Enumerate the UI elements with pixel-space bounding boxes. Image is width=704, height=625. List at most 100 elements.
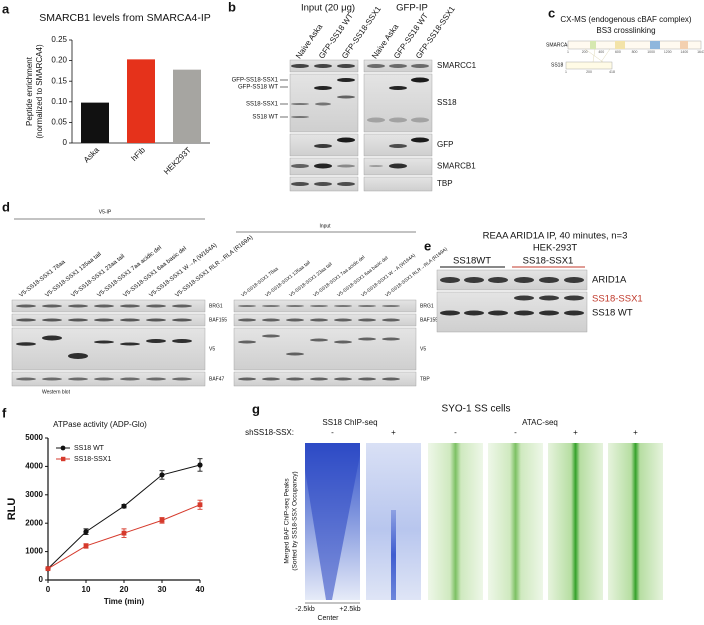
blot-strip xyxy=(363,73,433,133)
heatmap xyxy=(548,443,603,600)
blot-band xyxy=(310,318,328,322)
chart-title: ATPase activity (ADP-Glo) xyxy=(53,420,147,429)
blot-band xyxy=(334,340,352,344)
band-marker: SS18-SSX1 xyxy=(246,102,279,108)
x-tick-label: +2.5kb xyxy=(339,606,360,613)
protein-bar xyxy=(565,61,613,70)
blot-band xyxy=(314,86,332,90)
y-tick-label: 0.25 xyxy=(51,35,67,44)
blot-strip xyxy=(436,269,588,291)
residue-tick: 1 xyxy=(565,70,567,74)
residue-tick: 418 xyxy=(609,70,615,74)
blot-label: SS18 xyxy=(437,98,457,107)
panel-subtitle: HEK-293T xyxy=(533,243,578,254)
protein-domain xyxy=(615,41,625,49)
residue-tick: 1647 xyxy=(697,50,704,54)
blot-band xyxy=(488,310,508,316)
group-label: SS18-SSX1 xyxy=(523,256,574,267)
data-point xyxy=(45,566,51,572)
panel-letter: e xyxy=(424,238,431,253)
x-tick-label: 0 xyxy=(46,585,51,594)
lane-label: V5-SS18-SSX1 23aa tail xyxy=(288,261,333,298)
y-axis-label: Merged BAF ChIP-seq Peaks xyxy=(284,478,291,564)
legend-label: SS18-SSX1 xyxy=(74,456,111,463)
y-axis-label: RLU xyxy=(6,498,18,521)
y-tick-label: 0.20 xyxy=(51,56,67,65)
blot-band xyxy=(68,377,88,381)
blot-label: BAF155 xyxy=(420,317,438,323)
residue-tick: 1000 xyxy=(647,50,655,54)
blot-band xyxy=(94,318,114,322)
residue-tick: 600 xyxy=(615,50,621,54)
y-tick-label: 4000 xyxy=(25,462,43,471)
blot-band xyxy=(440,277,460,283)
x-tick-label: 20 xyxy=(120,585,129,594)
condition-label: shSS18-SSX: xyxy=(245,428,294,437)
blot-band xyxy=(411,137,429,143)
blot-label: BAF155 xyxy=(209,317,227,323)
blot-band xyxy=(262,318,280,322)
data-point xyxy=(121,530,127,536)
legend-label: SS18 WT xyxy=(74,445,105,452)
bar xyxy=(173,69,201,143)
blot-band xyxy=(291,182,309,186)
blot-label: TBP xyxy=(420,376,430,382)
y-tick-label: 2000 xyxy=(25,518,43,527)
data-point xyxy=(197,462,203,468)
blot-band xyxy=(440,310,460,316)
blot-band xyxy=(172,339,192,343)
y-tick-label: 3000 xyxy=(25,490,43,499)
blot-band xyxy=(514,310,534,316)
blot-label: V5 xyxy=(420,346,426,352)
condition-value: + xyxy=(573,428,578,437)
band-marker: SS18 WT xyxy=(252,115,278,121)
blot-band xyxy=(16,304,36,308)
panel-title: REAA ARID1A IP, 40 minutes, n=3 xyxy=(483,231,628,242)
protein-label: SS18 xyxy=(551,62,563,68)
y-tick-label: 0 xyxy=(39,575,44,584)
blot-label: TBP xyxy=(437,179,453,188)
blot-band xyxy=(42,335,62,341)
blot-label: GFP xyxy=(437,140,453,149)
blot-band xyxy=(411,77,429,83)
blot-strip xyxy=(436,291,588,333)
blot-band xyxy=(286,305,304,307)
group-label: SS18WT xyxy=(453,256,491,267)
residue-tick: 1400 xyxy=(680,50,688,54)
condition-value: - xyxy=(331,428,334,437)
y-tick-label: 0.05 xyxy=(51,118,67,127)
heatmap xyxy=(488,443,543,600)
blot-band xyxy=(464,277,484,283)
blot-header: V5-IP xyxy=(99,209,112,215)
blot-band xyxy=(314,182,332,186)
blot-header: Input xyxy=(319,223,331,229)
x-tick-label: 10 xyxy=(82,585,91,594)
blot-band xyxy=(291,103,309,105)
x-axis-label: Time (min) xyxy=(104,597,145,606)
protein-domain xyxy=(680,41,688,49)
residue-tick: 400 xyxy=(598,50,604,54)
protein-domain xyxy=(590,41,596,49)
blot-band xyxy=(262,377,280,381)
blot-strip xyxy=(363,176,433,192)
data-point xyxy=(121,503,127,509)
blot-band xyxy=(172,377,192,381)
blot-band xyxy=(172,304,192,308)
blot-label: BRG1 xyxy=(420,303,434,309)
blot-band xyxy=(314,64,332,68)
blot-label: SMARCB1 xyxy=(437,162,476,171)
heatmap-signal xyxy=(305,443,360,600)
residue-tick: 200 xyxy=(586,70,592,74)
blot-band xyxy=(120,304,140,308)
data-point xyxy=(159,472,165,478)
blot-band xyxy=(389,86,407,90)
blot-band xyxy=(488,277,508,283)
blot-band xyxy=(564,310,584,316)
blot-band xyxy=(314,144,332,148)
blot-band xyxy=(286,352,304,356)
condition-value: + xyxy=(633,428,638,437)
protein-bar xyxy=(567,40,702,50)
panel-letter: f xyxy=(2,405,7,420)
column-header: ATAC-seq xyxy=(522,418,558,427)
